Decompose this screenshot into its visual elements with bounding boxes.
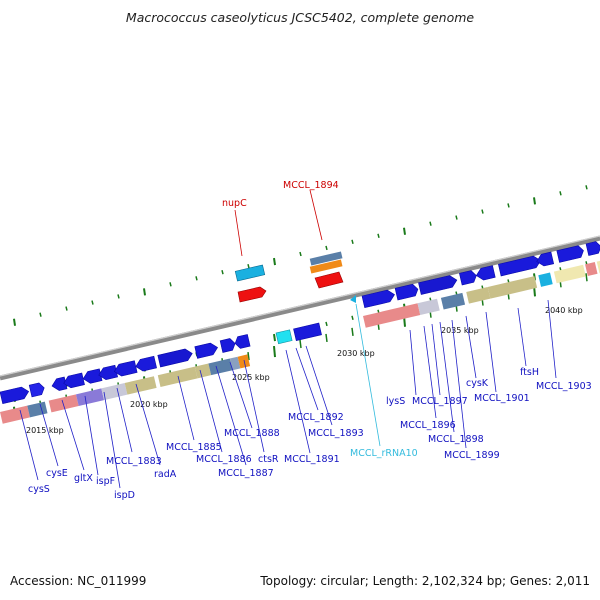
label-gltX: gltX xyxy=(74,473,93,484)
label-ispF: ispF xyxy=(96,476,115,487)
label-MCCL_1883: MCCL_1883 xyxy=(106,456,162,467)
tick-mark xyxy=(533,197,536,205)
kbp-2030: 2030 kbp xyxy=(337,349,375,358)
label-radA: radA xyxy=(154,469,177,480)
tick-mark xyxy=(481,209,484,214)
label-MCCL_1885: MCCL_1885 xyxy=(166,442,222,453)
label-MCCL_1892: MCCL_1892 xyxy=(288,412,344,423)
gene-top-nupC xyxy=(234,264,267,303)
kbp-2040: 2040 kbp xyxy=(545,306,583,315)
tick-mark xyxy=(117,294,120,299)
genome-summary-text: Topology: circular; Length: 2,102,324 bp… xyxy=(260,574,590,588)
label-MCCL_1899: MCCL_1899 xyxy=(444,450,500,461)
tick-mark xyxy=(325,333,328,343)
tick-mark xyxy=(65,306,68,311)
cog-bar-left xyxy=(0,354,251,424)
label-MCCL_1898: MCCL_1898 xyxy=(428,434,484,445)
tick-mark xyxy=(273,333,276,342)
rrna-leader-line xyxy=(355,303,381,447)
tick-mark xyxy=(325,321,328,327)
bottom-gene-labels: cysS cysE gltX ispF ispD MCCL_1883 radA … xyxy=(28,367,592,501)
label-MCCL_1891: MCCL_1891 xyxy=(284,454,340,465)
genome-backbone xyxy=(0,235,600,381)
green-tick-marks xyxy=(13,185,588,418)
tick-mark xyxy=(247,263,250,269)
label-MCCL_rRNA10: MCCL_rRNA10 xyxy=(350,448,418,459)
label-ftsH: ftsH xyxy=(520,367,539,378)
label-MCCL_1896: MCCL_1896 xyxy=(400,420,456,431)
tick-mark xyxy=(351,327,354,336)
tick-mark xyxy=(221,270,224,275)
label-MCCL_1894: MCCL_1894 xyxy=(283,180,339,191)
label-MCCL_1897: MCCL_1897 xyxy=(412,396,468,407)
MCCL_1894-leader-line xyxy=(309,189,323,241)
tick-mark xyxy=(169,282,172,287)
tick-mark xyxy=(377,233,380,238)
tick-mark xyxy=(273,345,276,358)
tick-mark xyxy=(585,273,588,282)
label-MCCL_1901: MCCL_1901 xyxy=(474,393,530,404)
gene-row-left xyxy=(0,334,251,405)
tick-mark xyxy=(39,312,42,317)
label-cysE: cysE xyxy=(46,468,68,479)
label-MCCL_1887: MCCL_1887 xyxy=(218,468,274,479)
label-leader-lines xyxy=(19,299,557,489)
tick-mark xyxy=(455,215,458,220)
tick-mark xyxy=(273,257,276,266)
label-cysS: cysS xyxy=(28,484,50,495)
label-MCCL_1886: MCCL_1886 xyxy=(196,454,252,465)
gene-top-MCCL_1894 xyxy=(309,251,344,289)
gene-row-middle xyxy=(275,295,356,345)
map-title: Macrococcus caseolyticus JCSC5402, compl… xyxy=(125,10,475,25)
tick-mark xyxy=(247,352,250,361)
label-MCCL_1893: MCCL_1893 xyxy=(308,428,364,439)
label-MCCL_1903: MCCL_1903 xyxy=(536,381,592,392)
tick-mark xyxy=(143,288,146,296)
label-MCCL_1888: MCCL_1888 xyxy=(224,428,280,439)
nupC-leader-line xyxy=(234,209,243,257)
top-gene-labels: nupC MCCL_1894 xyxy=(222,180,339,209)
tick-mark xyxy=(351,315,354,321)
tick-mark xyxy=(403,227,406,235)
tick-mark xyxy=(325,245,328,251)
kbp-labels: 2015 kbp 2020 kbp 2025 kbp 2030 kbp 2035… xyxy=(26,306,583,435)
tick-mark xyxy=(91,300,94,305)
tick-mark xyxy=(585,185,588,190)
tick-mark xyxy=(429,221,432,226)
accession-text: Accession: NC_011999 xyxy=(10,574,147,588)
tick-mark xyxy=(559,191,562,196)
label-ctsR: ctsR xyxy=(258,454,279,465)
kbp-2015: 2015 kbp xyxy=(26,426,64,435)
label-nupC: nupC xyxy=(222,198,247,209)
tick-mark xyxy=(351,239,354,245)
gene-row-right xyxy=(361,241,600,309)
tick-mark xyxy=(13,318,16,326)
label-lysS: lysS xyxy=(386,396,405,407)
kbp-2035: 2035 kbp xyxy=(441,326,479,335)
tick-mark xyxy=(195,276,198,281)
tick-mark xyxy=(299,251,302,257)
tick-mark xyxy=(507,203,510,208)
kbp-2020: 2020 kbp xyxy=(130,400,168,409)
cog-bar-right xyxy=(363,259,600,328)
kbp-2025: 2025 kbp xyxy=(232,373,270,382)
label-cysK: cysK xyxy=(466,378,489,389)
tick-mark xyxy=(299,339,302,349)
label-ispD: ispD xyxy=(114,490,135,501)
